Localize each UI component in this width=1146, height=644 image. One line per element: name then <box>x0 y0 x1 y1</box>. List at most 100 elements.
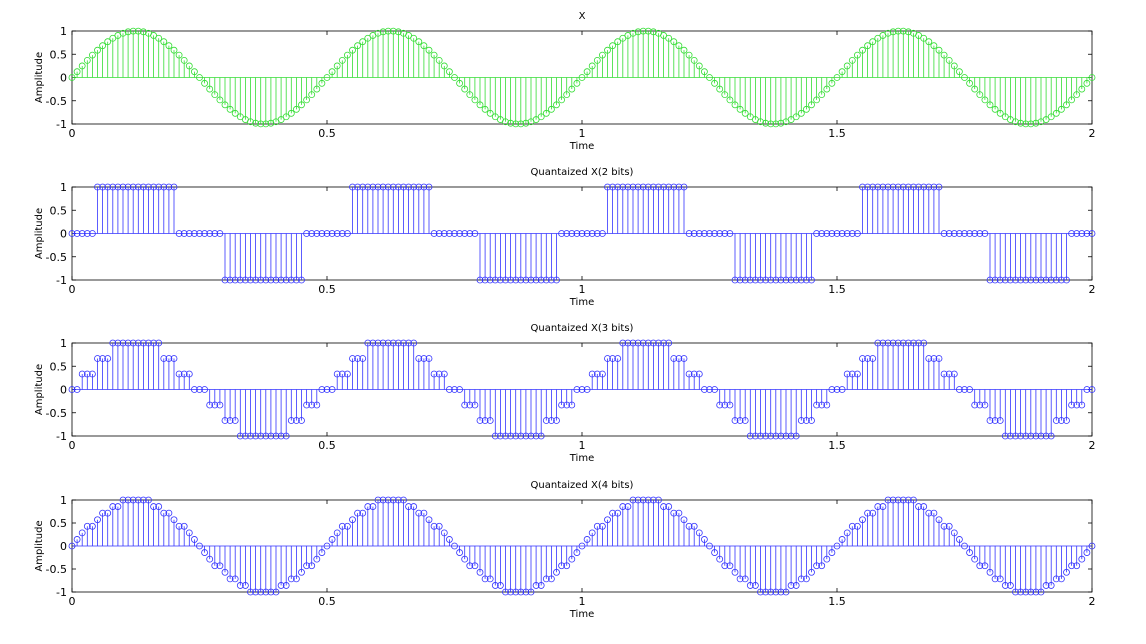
stem-marker <box>303 562 311 570</box>
stem-marker <box>83 370 91 378</box>
stem-marker <box>83 56 91 64</box>
stem-marker <box>848 522 856 530</box>
stem-marker <box>1083 79 1091 87</box>
stem-marker <box>89 51 96 59</box>
stem-marker <box>1012 118 1019 126</box>
stem-marker <box>701 68 708 76</box>
stem-marker <box>313 555 321 563</box>
stem-marker <box>568 85 576 93</box>
stem-marker <box>226 105 234 113</box>
stem-marker <box>1037 276 1045 284</box>
stem-marker <box>277 116 285 123</box>
stem-marker <box>303 401 311 409</box>
stem-marker <box>405 183 413 191</box>
stem-marker <box>680 355 688 362</box>
stem-marker <box>389 339 397 347</box>
stem-marker <box>435 522 443 530</box>
stem-marker <box>905 496 912 504</box>
stem-marker <box>1078 85 1086 93</box>
stem-marker <box>803 575 810 583</box>
stem-marker <box>287 575 295 583</box>
stem-marker <box>629 339 637 347</box>
stem-marker <box>1063 568 1070 576</box>
stem-marker <box>486 417 494 424</box>
stem-marker <box>114 503 122 510</box>
stem-marker <box>966 79 973 87</box>
stem-marker <box>374 183 382 191</box>
stem-marker <box>328 68 336 76</box>
stem-marker <box>772 588 780 596</box>
stem-marker <box>389 27 397 35</box>
stem-marker <box>349 355 356 362</box>
stem-marker <box>247 432 254 440</box>
stem-marker <box>379 28 387 36</box>
stem-marker <box>813 401 820 409</box>
stem-marker <box>1068 401 1075 409</box>
stem-marker <box>894 339 902 347</box>
stem-marker <box>690 522 698 530</box>
stem-marker <box>109 339 117 347</box>
stem-marker <box>1052 276 1060 284</box>
stem-marker <box>1022 432 1030 440</box>
stem-marker <box>996 276 1004 284</box>
stem-marker <box>221 101 229 109</box>
stem-marker <box>1007 432 1014 440</box>
stem-marker <box>558 96 565 104</box>
y-tick-label: 0.5 <box>50 517 68 530</box>
stem-marker <box>945 56 953 64</box>
stem-marker <box>690 56 698 64</box>
stem-marker <box>236 432 244 440</box>
stem-marker <box>292 276 300 284</box>
stem-marker <box>160 355 168 362</box>
stem-marker <box>537 582 545 589</box>
stem-marker <box>481 276 489 284</box>
stem-marker <box>150 339 158 347</box>
stem-marker <box>767 588 775 596</box>
stem-marker <box>726 562 734 570</box>
stem-marker <box>956 536 963 543</box>
stem-marker <box>226 417 234 424</box>
stem-marker <box>1037 588 1045 596</box>
stem-marker <box>94 46 101 54</box>
stem-marker <box>767 120 775 128</box>
stem-marker <box>599 51 606 59</box>
stem-marker <box>134 496 142 504</box>
stem-marker <box>629 496 637 504</box>
stem-marker <box>685 51 693 59</box>
stem-marker <box>716 401 724 409</box>
stem-marker <box>415 183 423 191</box>
stem-marker <box>604 183 611 191</box>
x-axis-label: Time <box>569 297 594 308</box>
stem-marker <box>1063 276 1070 284</box>
stem-marker <box>726 401 734 409</box>
stem-marker <box>481 575 489 583</box>
stem-marker <box>430 370 438 378</box>
stem-marker <box>104 509 112 517</box>
stem-marker <box>1001 582 1009 589</box>
stem-marker <box>777 588 785 596</box>
stem-marker <box>1017 276 1024 284</box>
stem-marker <box>925 38 933 46</box>
stem-marker <box>1022 588 1030 596</box>
stem-marker <box>1073 562 1081 570</box>
y-tick-label: 1 <box>60 25 67 38</box>
stem-marker <box>772 276 780 284</box>
stem-marker <box>986 101 994 109</box>
stem-marker <box>910 339 917 347</box>
stem-marker <box>716 555 724 563</box>
stem-marker <box>257 120 265 128</box>
stem-marker <box>1032 588 1040 596</box>
stem-marker <box>619 34 627 42</box>
stem-marker <box>741 276 749 284</box>
stem-marker <box>517 120 525 128</box>
stem-marker <box>777 432 785 440</box>
stem-marker <box>119 339 127 347</box>
stem-marker <box>864 355 871 362</box>
stem-marker <box>971 401 979 409</box>
stem-marker <box>542 276 550 284</box>
stem-marker <box>624 503 632 510</box>
stem-marker <box>99 183 106 191</box>
stem-marker <box>359 509 367 517</box>
stem-marker <box>298 276 305 284</box>
stem-marker <box>201 79 209 87</box>
